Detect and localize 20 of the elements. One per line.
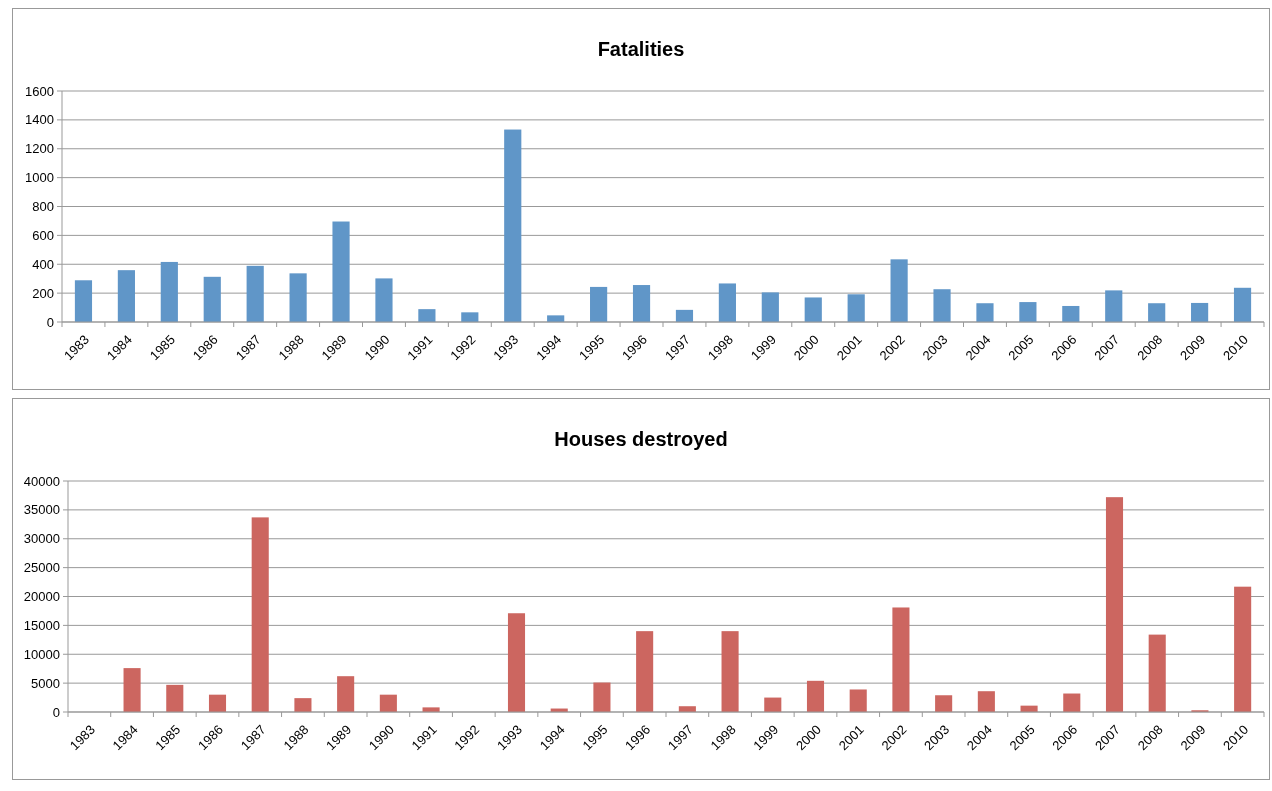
y-tick-label: 5000 <box>31 675 60 691</box>
y-tick-label: 400 <box>32 256 54 272</box>
y-tick-label: 600 <box>32 227 54 243</box>
y-tick-label: 20000 <box>23 589 60 605</box>
y-tick-label: 800 <box>32 199 54 215</box>
y-tick-label: 35000 <box>23 502 60 518</box>
y-tick-label: 40000 <box>23 473 60 489</box>
y-tick-label: 0 <box>46 314 54 330</box>
y-tick-label: 25000 <box>23 560 60 576</box>
y-tick-label: 1200 <box>25 141 54 157</box>
chart-title: Fatalities <box>597 38 685 60</box>
y-tick-label: 0 <box>52 704 60 720</box>
y-tick-label: 10000 <box>23 646 60 662</box>
y-tick-label: 1600 <box>25 83 54 99</box>
y-tick-label: 1400 <box>25 112 54 128</box>
y-tick-label: 200 <box>32 285 54 301</box>
y-tick-label: 30000 <box>23 531 60 547</box>
chart-title: Houses destroyed <box>554 428 728 450</box>
y-tick-label: 1000 <box>25 170 54 186</box>
y-tick-label: 15000 <box>23 617 60 633</box>
